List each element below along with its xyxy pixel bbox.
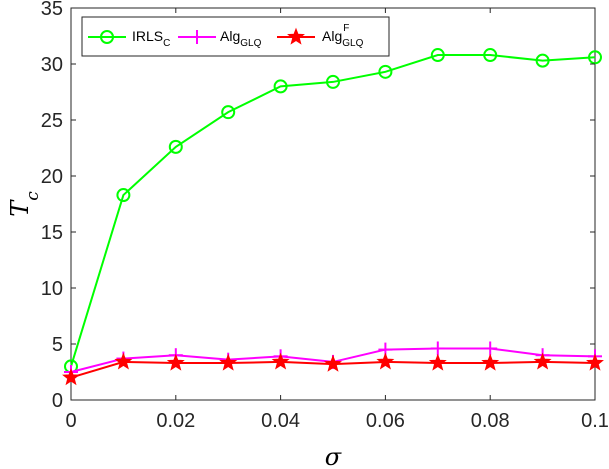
x-tick-label: 0.06 [366,410,405,432]
series-2 [62,352,604,386]
data-point-1 [430,341,445,356]
axes-box [70,7,596,401]
x-tick-label: 0.08 [471,410,510,432]
data-point-2 [62,368,80,386]
y-tick-label: 15 [41,222,63,244]
data-point-2 [586,353,604,371]
y-tick-label: 20 [41,166,63,188]
data-point-0 [430,48,445,63]
legend-box [81,16,390,57]
legend-marker-1 [190,30,204,44]
data-point-0 [116,188,131,203]
data-point-2 [324,354,342,372]
data-point-0 [588,50,602,65]
x-axis-label: σ [325,443,342,469]
y-tick-label: 30 [41,54,63,76]
data-point-2 [481,353,500,371]
legend-label-1: AlgGLQ [220,28,262,49]
data-point-2 [428,353,447,371]
x-tick-label: 0.02 [156,410,195,432]
series-line-0 [70,54,596,367]
y-tick-label: 25 [41,110,63,132]
axis-ticks: 0 0.02 0.04 0.06 0.08 0.1 0 5 10 15 20 25 30 35 [41,0,609,432]
legend-label-sub: C [163,38,170,49]
data-point-1 [483,341,498,356]
legend-label-base: IRLS [132,28,163,44]
y-tick-label: 5 [52,334,63,356]
data-point-0 [378,64,393,79]
legend-marker-0 [100,30,114,44]
legend-label-sub: GLQ [240,38,261,49]
x-tick-label: 0 [65,410,76,432]
y-tick-label: 35 [41,0,63,20]
data-point-2 [114,352,133,370]
data-point-0 [273,79,288,94]
data-point-0 [326,74,340,89]
data-point-2 [219,353,238,371]
legend-label-sub: GLQ [342,38,363,49]
data-point-2 [166,353,185,371]
series-0 [64,48,602,374]
legend-marker-2 [287,27,305,45]
legend-entry-0: IRLSC [88,28,170,49]
data-point-2 [533,352,552,370]
legend-label-base: Alg [322,28,342,44]
x-tick-label: 0.04 [261,410,300,432]
legend-label-2: AlgGLQ [322,28,364,49]
plot-area [62,7,604,401]
y-axis-label: Tc [6,191,43,217]
data-point-2 [376,352,395,370]
y-tick-label: 10 [41,278,63,300]
x-tick-label: 0.1 [581,410,609,432]
legend-label-sup: F [343,23,349,34]
legend-label-0: IRLSC [132,28,170,49]
data-point-0 [483,48,498,63]
data-point-0 [168,139,183,154]
legend-entry-1: AlgGLQ [178,28,262,49]
data-point-2 [271,352,290,370]
data-point-0 [535,53,550,68]
y-tick-label: 0 [52,390,63,412]
legend-label-base: Alg [220,28,240,44]
data-point-0 [221,105,236,120]
